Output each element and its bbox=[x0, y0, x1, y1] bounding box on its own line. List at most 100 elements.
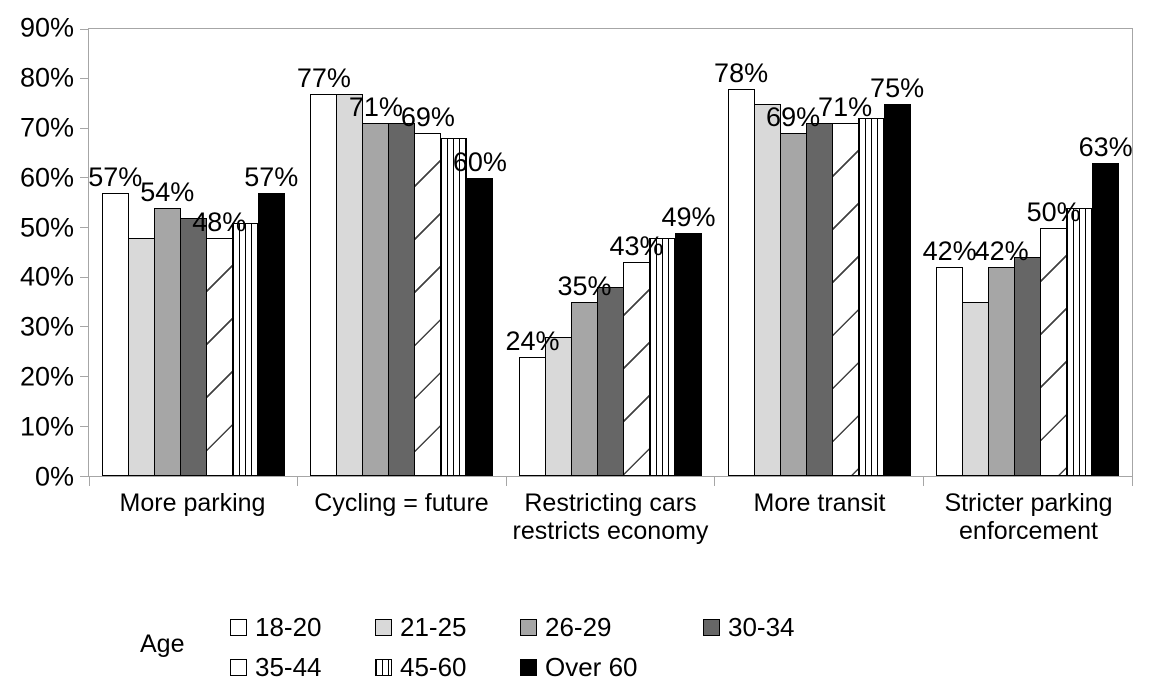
legend-swatch bbox=[520, 618, 537, 636]
bar-value-label: 60% bbox=[452, 147, 507, 178]
y-tick-label: 70% bbox=[19, 112, 74, 143]
y-tick-mark bbox=[80, 227, 88, 229]
y-tick-mark bbox=[80, 28, 88, 30]
y-tick-mark bbox=[80, 177, 88, 179]
category-label: More transit bbox=[753, 489, 886, 517]
bar-value-label: 49% bbox=[661, 201, 716, 232]
y-axis: 90% 80% 70% 60% 50% 40% 30% 20% 10% 0% bbox=[0, 14, 74, 490]
legend-item-label: 30-34 bbox=[728, 612, 795, 642]
bar-value-label: 69% bbox=[766, 102, 821, 133]
bar-value-label: 48% bbox=[192, 206, 247, 237]
bar-45-60 bbox=[648, 237, 676, 476]
y-tick-mark bbox=[80, 326, 88, 328]
x-tick-mark bbox=[505, 476, 507, 486]
bar-value-label: 42% bbox=[922, 236, 977, 267]
bar-30-34 bbox=[1014, 257, 1042, 476]
legend-item-21-25: 21-25 bbox=[375, 612, 467, 642]
bar-value-label: 71% bbox=[348, 92, 403, 123]
legend-item-30-34: 30-34 bbox=[703, 612, 795, 642]
y-tick-mark bbox=[80, 276, 88, 278]
bar-35-44: 43% bbox=[609, 233, 664, 476]
bar-over-60: 49% bbox=[661, 203, 716, 476]
category-group: 78% 69% 71% 75% bbox=[714, 29, 925, 476]
bar-45-60 bbox=[231, 222, 259, 476]
bar-value-label: 77% bbox=[296, 62, 351, 93]
bar-30-34 bbox=[596, 287, 624, 476]
bar-45-60 bbox=[857, 118, 885, 476]
legend-item-label: Over 60 bbox=[545, 652, 638, 682]
bar-value-label: 57% bbox=[88, 161, 143, 192]
legend-item-label: 35-44 bbox=[255, 652, 322, 682]
bar-35-44: 71% bbox=[818, 94, 872, 476]
category-group: 24% 35% 43% 49% bbox=[505, 29, 716, 476]
x-tick-mark bbox=[714, 476, 716, 486]
category-label: Stricter parking enforcement bbox=[944, 489, 1113, 545]
bar-30-34 bbox=[388, 123, 416, 476]
bar-26-29: 42% bbox=[975, 238, 1029, 476]
bar-18-20: 24% bbox=[505, 327, 560, 476]
bar-value-label: 57% bbox=[244, 161, 299, 192]
y-tick-label: 50% bbox=[19, 212, 74, 243]
legend-item-label: 21-25 bbox=[400, 612, 467, 642]
bar-26-29: 69% bbox=[766, 104, 820, 476]
bar-30-34 bbox=[179, 217, 207, 476]
y-tick-label: 80% bbox=[19, 62, 74, 93]
bar-value-label: 54% bbox=[140, 176, 195, 207]
category-label: More parking bbox=[119, 489, 266, 517]
bar-18-20: 42% bbox=[923, 238, 977, 476]
legend-item-label: 45-60 bbox=[400, 652, 467, 682]
x-tick-mark bbox=[1131, 476, 1133, 486]
y-tick-mark bbox=[80, 475, 88, 477]
bar-value-label: 78% bbox=[714, 57, 769, 88]
x-tick-mark bbox=[297, 476, 299, 486]
legend-item-18-20: 18-20 bbox=[230, 612, 322, 642]
bar-value-label: 43% bbox=[609, 231, 664, 262]
y-tick-mark bbox=[80, 376, 88, 378]
legend-swatch bbox=[703, 618, 720, 636]
bar-value-label: 50% bbox=[1026, 196, 1081, 227]
bar-value-label: 71% bbox=[818, 92, 873, 123]
y-tick-mark bbox=[80, 425, 88, 427]
legend-item-45-60: 45-60 bbox=[375, 652, 467, 682]
category-group: 77% 71% 69% 60% bbox=[297, 29, 507, 476]
y-tick-label: 90% bbox=[19, 12, 74, 43]
y-tick-mark bbox=[80, 127, 88, 129]
category-group: 57% 54% 48% 57% bbox=[88, 29, 298, 476]
bar-21-25 bbox=[127, 237, 155, 476]
bar-over-60: 63% bbox=[1079, 134, 1133, 476]
legend-swatch bbox=[375, 618, 392, 636]
y-tick-label: 60% bbox=[19, 162, 74, 193]
bar-35-44: 69% bbox=[401, 104, 455, 476]
plot-area: 57% 54% 48% 57% 77% 71% 69% 60% 24% 35% 43% 49% 78% 6… bbox=[80, 28, 1133, 486]
bar-35-44: 48% bbox=[192, 208, 246, 476]
bar-value-label: 24% bbox=[505, 325, 560, 356]
category-group: 42% 42% 50% 63% bbox=[923, 29, 1133, 476]
legend-item-label: 26-29 bbox=[545, 612, 612, 642]
bar-value-label: 35% bbox=[557, 271, 612, 302]
legend-swatch bbox=[520, 658, 537, 676]
bar-26-29: 35% bbox=[557, 273, 612, 476]
bar-30-34 bbox=[805, 123, 833, 476]
bar-value-label: 75% bbox=[870, 72, 925, 103]
legend-title: Age bbox=[140, 630, 185, 658]
x-tick-mark bbox=[922, 476, 924, 486]
category-label: Restricting cars restricts economy bbox=[512, 489, 709, 545]
y-tick-label: 10% bbox=[19, 411, 74, 442]
bar-over-60: 57% bbox=[244, 163, 298, 476]
bar-21-25 bbox=[336, 93, 364, 476]
bar-21-25 bbox=[962, 302, 990, 476]
bar-18-20: 77% bbox=[297, 64, 351, 476]
bar-35-44: 50% bbox=[1027, 198, 1081, 476]
y-tick-mark bbox=[80, 78, 88, 80]
bar-21-25 bbox=[753, 103, 781, 476]
legend-item-26-29: 26-29 bbox=[520, 612, 612, 642]
bar-45-60 bbox=[1066, 207, 1094, 476]
y-tick-label: 0% bbox=[34, 461, 74, 492]
x-axis: More parking Cycling = future Restricting … bbox=[88, 489, 1133, 545]
legend-item-35-44: 35-44 bbox=[230, 652, 322, 682]
legend-swatch bbox=[230, 658, 247, 676]
legend-item-label: 18-20 bbox=[255, 612, 322, 642]
y-tick-label: 40% bbox=[19, 261, 74, 292]
bar-value-label: 42% bbox=[974, 236, 1029, 267]
